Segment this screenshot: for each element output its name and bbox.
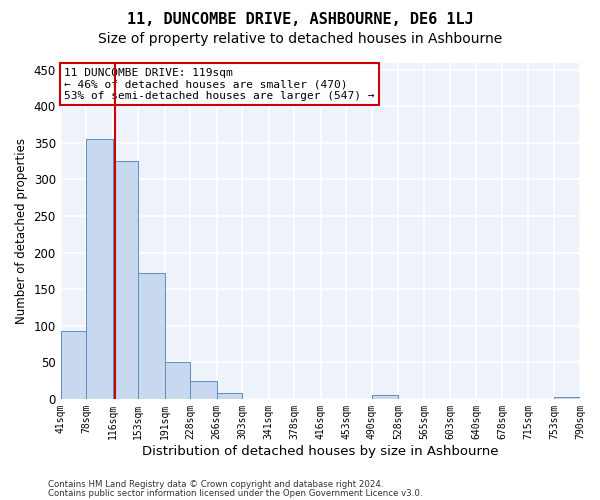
Text: Contains HM Land Registry data © Crown copyright and database right 2024.: Contains HM Land Registry data © Crown c… [48, 480, 383, 489]
Text: Contains public sector information licensed under the Open Government Licence v3: Contains public sector information licen… [48, 488, 422, 498]
Bar [113, 161, 139, 399]
Text: Size of property relative to detached houses in Ashbourne: Size of property relative to detached ho… [98, 32, 502, 46]
Text: 11 DUNCOMBE DRIVE: 119sqm
← 46% of detached houses are smaller (470)
53% of semi: 11 DUNCOMBE DRIVE: 119sqm ← 46% of detac… [64, 68, 374, 101]
X-axis label: Distribution of detached houses by size in Ashbourne: Distribution of detached houses by size … [142, 444, 499, 458]
Bar [217, 393, 242, 399]
Bar [86, 140, 113, 399]
Bar [61, 331, 86, 399]
Bar [554, 396, 580, 399]
Y-axis label: Number of detached properties: Number of detached properties [15, 138, 28, 324]
Bar [139, 273, 164, 399]
Bar [372, 395, 398, 399]
Text: 11, DUNCOMBE DRIVE, ASHBOURNE, DE6 1LJ: 11, DUNCOMBE DRIVE, ASHBOURNE, DE6 1LJ [127, 12, 473, 28]
Bar [164, 362, 190, 399]
Bar [190, 380, 217, 399]
